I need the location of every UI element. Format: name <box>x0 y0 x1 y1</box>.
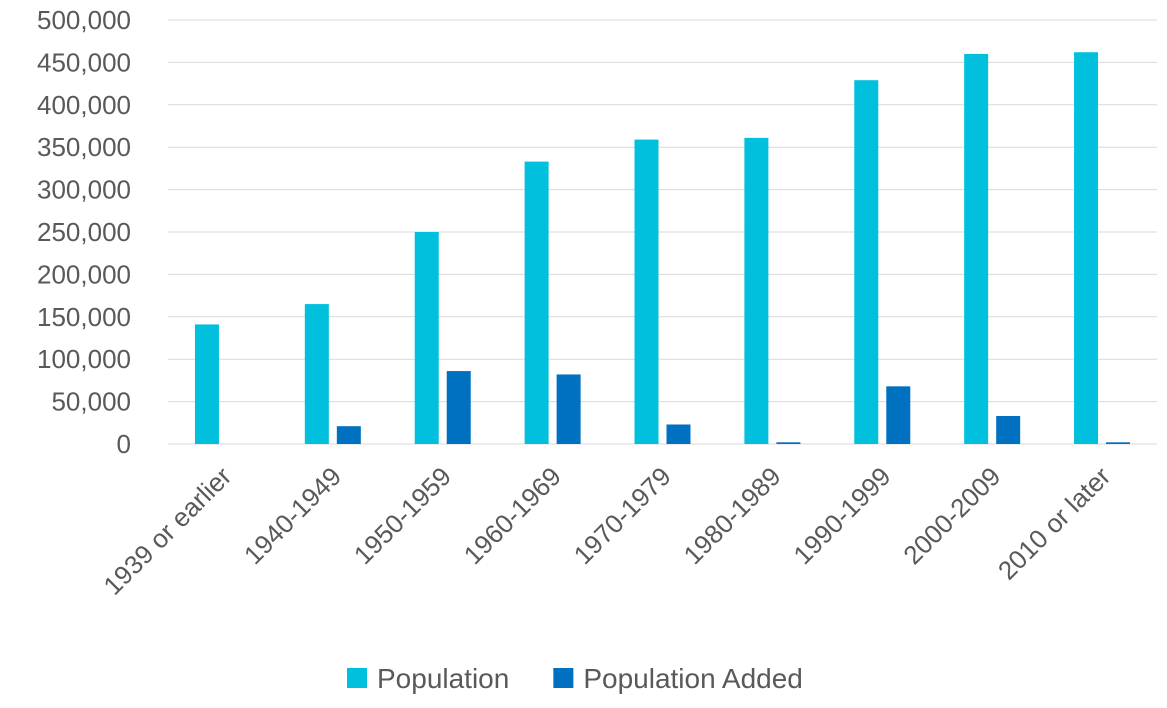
bar-population-added <box>336 426 361 444</box>
bar-population <box>964 53 989 445</box>
bars <box>194 52 1131 445</box>
x-tick-label: 1980-1989 <box>677 461 786 570</box>
bar-population <box>304 304 329 444</box>
y-tick-label: 0 <box>117 429 131 459</box>
bar-population-added <box>1106 442 1131 444</box>
bar-population <box>1074 52 1099 444</box>
y-tick-label: 150,000 <box>37 302 131 332</box>
bar-population-added <box>886 386 911 444</box>
y-tick-label: 200,000 <box>37 259 131 289</box>
bar-population <box>854 80 879 444</box>
legend-swatch <box>553 668 574 688</box>
legend: Population Population Added <box>347 663 803 694</box>
bar-population <box>634 139 659 444</box>
bar-population-added <box>446 371 471 444</box>
legend-label: Population Added <box>583 663 803 694</box>
y-tick-label: 350,000 <box>37 132 131 162</box>
y-tick-label: 300,000 <box>37 175 131 205</box>
legend-label: Population <box>377 663 509 694</box>
y-tick-label: 100,000 <box>37 344 131 374</box>
y-tick-label: 450,000 <box>37 47 131 77</box>
x-tick-label: 1970-1979 <box>568 461 677 570</box>
bar-population-added <box>556 374 581 444</box>
y-tick-label: 500,000 <box>37 5 131 35</box>
y-tick-label: 50,000 <box>51 387 131 417</box>
y-tick-label: 250,000 <box>37 217 131 247</box>
x-tick-label: 1939 or earlier <box>97 461 237 601</box>
gridlines <box>168 19 1157 445</box>
bar-population <box>524 161 549 444</box>
x-axis-tick-labels: 1939 or earlier 1940-1949 1950-1959 1960-19… <box>97 461 1116 601</box>
bar-population <box>744 137 769 444</box>
x-tick-label: 1950-1959 <box>348 461 457 570</box>
x-tick-label: 1960-1969 <box>458 461 567 570</box>
y-tick-label: 400,000 <box>37 90 131 120</box>
legend-swatch <box>347 668 367 688</box>
y-axis-tick-labels: 0 50,000 100,000 150,000 200,000 250,000 300,0… <box>37 5 131 459</box>
x-tick-label: 1940-1949 <box>238 461 347 570</box>
x-tick-label: 1990-1999 <box>787 461 896 570</box>
bar-population <box>194 324 219 444</box>
bar-population-added <box>776 442 801 444</box>
x-tick-label: 2010 or later <box>992 461 1117 586</box>
x-tick-label: 2000-2009 <box>897 461 1006 570</box>
bar-population-added <box>996 416 1021 444</box>
bar-population-added <box>666 424 691 444</box>
bar-population <box>414 232 439 444</box>
